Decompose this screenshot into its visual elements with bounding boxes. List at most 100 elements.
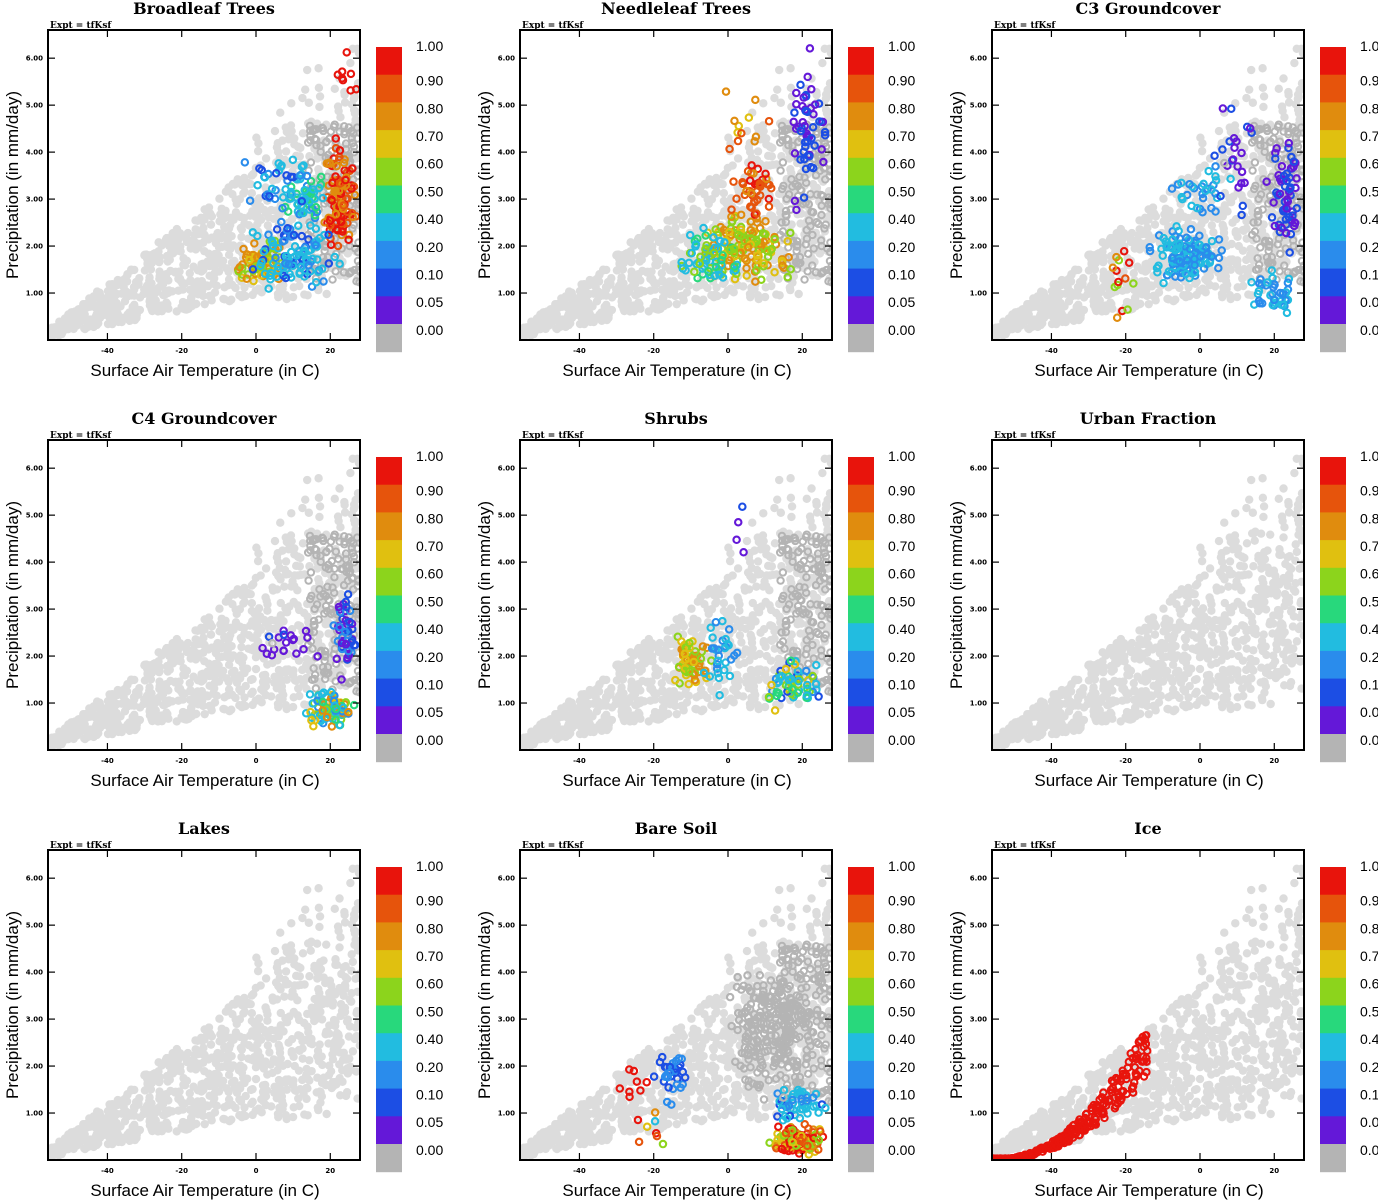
colorbar-swatch [848,268,874,297]
background-point [1052,279,1061,289]
data-point [783,272,792,282]
background-point [231,283,240,293]
zero-point [331,267,340,276]
background-point [75,317,84,326]
data-point [324,259,334,268]
x-tick-label: 20 [325,347,335,355]
background-point [615,258,624,267]
background-point [314,474,323,483]
zero-point [820,224,829,233]
data-point [297,262,306,272]
data-point [1177,192,1186,202]
data-point [1207,203,1216,213]
x-tick-label: 0 [1198,347,1203,355]
data-point [300,185,309,195]
background-point [219,215,228,224]
data-point [729,244,739,254]
data-point [1159,278,1168,288]
background-point [263,660,272,669]
data-point [297,231,307,241]
data-point [790,108,799,117]
background-point [237,232,246,242]
data-point [1247,128,1256,137]
background-point [689,204,698,213]
background-point [1295,115,1304,124]
data-point [245,196,255,205]
y-tick-label: 6.00 [498,55,515,63]
data-point [1270,221,1280,231]
background-point [281,123,290,132]
data-point [732,194,741,203]
x-axis-label: Surface Air Temperature (in C) [90,361,319,380]
zero-point [353,247,360,257]
plot-frame [47,29,361,341]
data-point [786,228,795,238]
background-point [222,264,231,273]
background-point [110,291,120,301]
background-point [1150,220,1160,229]
background-point [247,598,257,608]
background-point [602,285,611,294]
background-point [1175,208,1185,217]
background-point [1242,93,1251,103]
colorbar-swatch [848,74,874,103]
background-point [315,102,324,112]
colorbar-label: 0.20 [416,239,443,255]
background-point [774,65,784,75]
background-point [1141,277,1151,286]
data-point [691,240,701,249]
background-point [552,310,561,319]
zero-point [354,265,360,275]
colorbar-swatch [376,157,402,186]
background-point [91,312,101,321]
background-point [1090,298,1099,307]
data-point [295,210,304,219]
data-point [1275,288,1285,298]
y-axis-label: Precipitation (in mm/day) [3,91,22,279]
background-point [712,187,721,197]
zero-point [1254,264,1263,274]
data-point [729,177,738,186]
data-point [279,269,289,278]
background-point [224,634,234,643]
background-point [248,700,257,710]
data-point [1202,243,1211,252]
background-point [659,236,668,245]
background-point [155,267,164,276]
x-axis-label: Surface Air Temperature (in C) [562,361,791,380]
background-point [146,265,156,274]
data-point [715,270,724,279]
colorbar-label: 1.00 [1360,38,1378,54]
background-point [1054,291,1064,301]
y-tick-label: 1.00 [26,290,43,298]
zero-point [1274,120,1283,129]
background-point [198,259,208,269]
background-point [1228,255,1237,264]
background-point [1293,90,1303,99]
data-point [331,186,340,196]
background-point [261,154,271,163]
x-tick-label: -40 [573,347,586,355]
background-point [296,143,305,153]
background-point [786,83,796,92]
background-point [626,247,635,256]
colorbar-label: 0.90 [1360,73,1378,89]
background-point [1175,283,1184,293]
data-point [1283,195,1292,204]
zero-point [781,217,791,227]
background-point [554,303,563,312]
data-point [1220,158,1229,168]
x-tick-label: -20 [647,347,660,355]
background-point [350,109,360,118]
background-point [1060,313,1069,322]
background-point [220,283,229,292]
background-point [1193,169,1202,179]
colorbar-swatch [848,185,874,214]
background-point [1219,224,1228,233]
data-point [747,189,756,198]
background-point [753,123,762,132]
colorbar-swatch [376,240,402,270]
background-point [1048,292,1058,301]
background-point [602,315,612,325]
background-point [566,319,575,328]
